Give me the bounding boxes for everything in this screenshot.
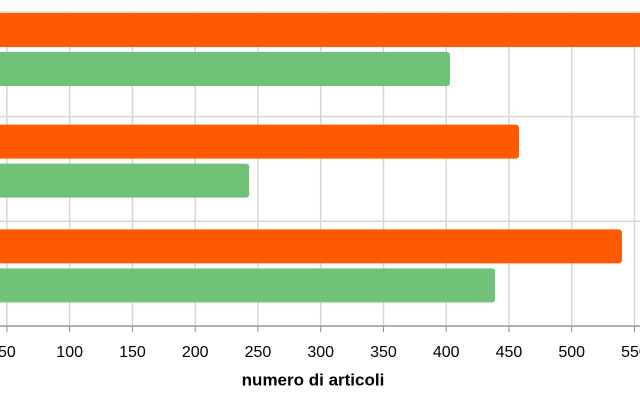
x-tick-label: 350 [370, 344, 397, 361]
x-axis-title: numero di articoli [242, 370, 385, 389]
bar [0, 124, 520, 159]
x-tick-label: 550 [621, 344, 640, 361]
bar [0, 268, 496, 303]
x-tick-label: 50 [0, 344, 16, 361]
bar [0, 163, 250, 198]
x-tick-label: 250 [245, 344, 272, 361]
x-tick-label: 300 [307, 344, 334, 361]
x-tick-label: 100 [56, 344, 83, 361]
x-tick-label: 150 [119, 344, 146, 361]
x-tick-label: 400 [433, 344, 460, 361]
x-tick-label: 450 [496, 344, 523, 361]
bar [0, 229, 622, 264]
bar [0, 13, 640, 47]
x-tick-label: 500 [558, 344, 585, 361]
bar [0, 52, 450, 86]
x-tick-label: 200 [182, 344, 209, 361]
